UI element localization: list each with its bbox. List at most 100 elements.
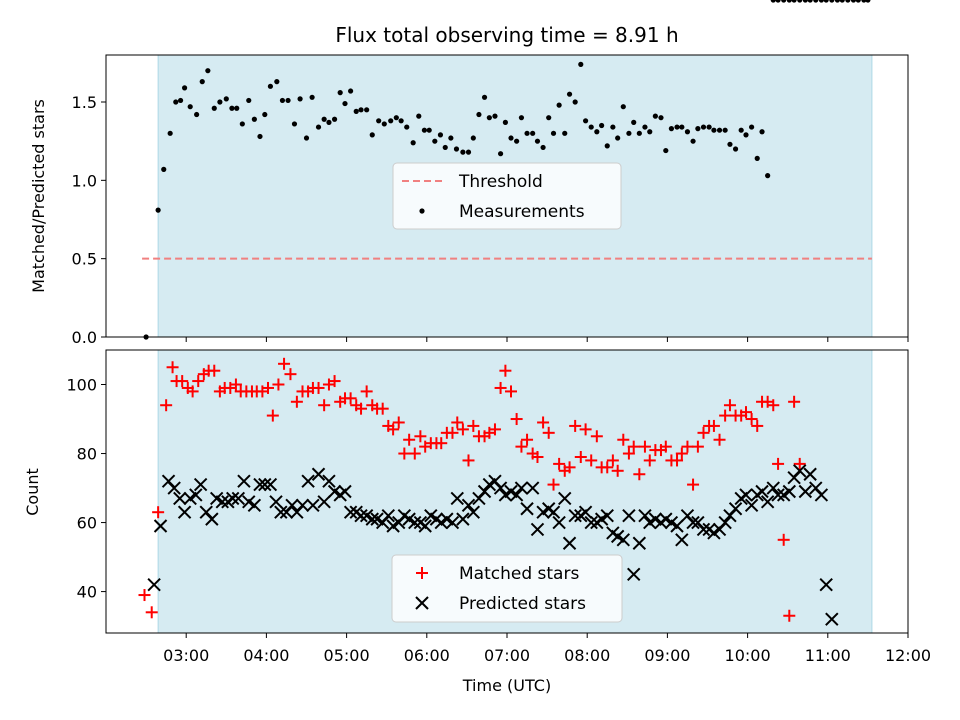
ratio-legend-box bbox=[392, 162, 622, 230]
measurement-point bbox=[398, 118, 404, 124]
measurement-point bbox=[229, 105, 235, 111]
predicted-star-point bbox=[193, 477, 208, 492]
predicted-star-point bbox=[274, 505, 288, 519]
matched-star-point bbox=[783, 609, 796, 622]
matched-star-point bbox=[376, 402, 389, 415]
measurement-point bbox=[802, 0, 808, 3]
measurement-point bbox=[813, 0, 819, 3]
measurement-point bbox=[524, 130, 530, 136]
matched-star-point bbox=[697, 426, 710, 439]
measurement-point bbox=[337, 90, 343, 96]
measurement-point bbox=[743, 132, 749, 138]
measurement-point bbox=[416, 113, 422, 119]
matched-star-point bbox=[467, 419, 480, 432]
y-tick-label: 1.0 bbox=[72, 171, 97, 190]
measurement-point bbox=[722, 127, 728, 133]
predicted-star-point bbox=[782, 484, 797, 499]
predicted-star-point bbox=[819, 577, 833, 592]
measurement-point bbox=[326, 119, 332, 125]
measurement-point bbox=[502, 119, 508, 125]
measurement-point bbox=[839, 0, 845, 3]
measurement-point bbox=[161, 166, 167, 172]
predicted-star-point bbox=[173, 491, 187, 506]
measurement-point bbox=[481, 94, 488, 100]
count-y-axis: 40 60 80 100 bbox=[66, 376, 106, 602]
matched-star-point bbox=[611, 464, 624, 477]
measurement-point bbox=[205, 68, 211, 74]
measurement-point bbox=[588, 124, 594, 130]
measurement-point bbox=[818, 0, 824, 3]
measurement-point bbox=[388, 118, 394, 124]
measurement-point bbox=[850, 0, 857, 3]
matched-star-point bbox=[553, 457, 566, 470]
matched-star-point bbox=[414, 430, 427, 443]
matched-star-point bbox=[145, 606, 158, 619]
measurement-point bbox=[234, 105, 240, 111]
chart-title: Flux total observing time = 8.91 h bbox=[335, 23, 678, 47]
matched-star-point bbox=[563, 461, 576, 474]
measurement-point bbox=[829, 0, 835, 3]
measurement-point bbox=[465, 149, 472, 155]
predicted-star-point bbox=[365, 512, 379, 526]
measurement-point bbox=[217, 99, 223, 105]
predicted-star-point bbox=[247, 498, 262, 513]
matched-star-point bbox=[462, 454, 475, 467]
predicted-star-point bbox=[509, 488, 524, 502]
measurement-point bbox=[393, 115, 399, 121]
measurements-series bbox=[143, 0, 871, 340]
matched-star-point bbox=[408, 447, 421, 460]
measurement-point bbox=[309, 94, 315, 100]
measurement-point bbox=[381, 121, 387, 127]
matched-star-point bbox=[606, 454, 619, 467]
y-tick-label: 0.5 bbox=[72, 250, 97, 269]
measurement-point bbox=[594, 129, 600, 135]
predicted-star-point bbox=[558, 491, 572, 506]
count-y-axis-label: Count bbox=[23, 468, 42, 516]
matched-star-point bbox=[312, 381, 325, 394]
predicted-star-point bbox=[461, 498, 476, 513]
predicted-star-point bbox=[562, 536, 577, 550]
matched-star-point bbox=[166, 361, 179, 374]
measurement-point bbox=[426, 127, 432, 133]
predicted-star-point bbox=[803, 467, 817, 481]
predicted-star-point bbox=[381, 508, 396, 523]
predicted-star-point bbox=[568, 508, 582, 523]
predicted-star-point bbox=[253, 477, 267, 492]
legend-threshold-label: Threshold bbox=[458, 172, 543, 192]
measurement-point bbox=[674, 124, 680, 130]
count-panel: 40 60 80 100 03:00 04:00 05:00 06:00 07:00 08:00… bbox=[23, 349, 931, 695]
measurement-point bbox=[658, 115, 664, 121]
measurement-point bbox=[194, 111, 200, 118]
count-legend-box bbox=[391, 554, 623, 623]
predicted-star-point bbox=[466, 505, 481, 519]
predicted-star-point bbox=[343, 505, 358, 519]
x-tick-label: 07:00 bbox=[484, 646, 530, 665]
predicted-star-point bbox=[493, 481, 508, 495]
predicted-star-point bbox=[263, 477, 278, 492]
predicted-star-point bbox=[295, 498, 310, 513]
matched-star-point bbox=[186, 385, 199, 398]
x-tick-label: 06:00 bbox=[404, 646, 450, 665]
measurement-point bbox=[626, 130, 632, 136]
matched-star-point bbox=[398, 447, 411, 460]
measurement-point bbox=[486, 115, 492, 121]
measurement-point bbox=[279, 97, 286, 104]
matched-star-point bbox=[687, 478, 700, 491]
measurement-point bbox=[684, 129, 691, 135]
matched-star-point bbox=[344, 392, 357, 405]
measurement-point bbox=[754, 155, 760, 161]
matched-star-point bbox=[208, 364, 221, 377]
predicted-star-point bbox=[744, 498, 759, 513]
measurement-point bbox=[732, 146, 739, 152]
y-tick-label: 80 bbox=[77, 445, 97, 464]
predicted-star-point bbox=[766, 481, 780, 495]
matched-star-point bbox=[521, 433, 534, 446]
measurement-point bbox=[770, 0, 776, 3]
predicted-stars-series bbox=[147, 464, 839, 626]
matched-star-point bbox=[328, 375, 341, 388]
measurement-point bbox=[652, 113, 658, 119]
measurement-point bbox=[199, 79, 205, 85]
measurement-point bbox=[765, 173, 771, 179]
matched-star-point bbox=[671, 454, 684, 467]
